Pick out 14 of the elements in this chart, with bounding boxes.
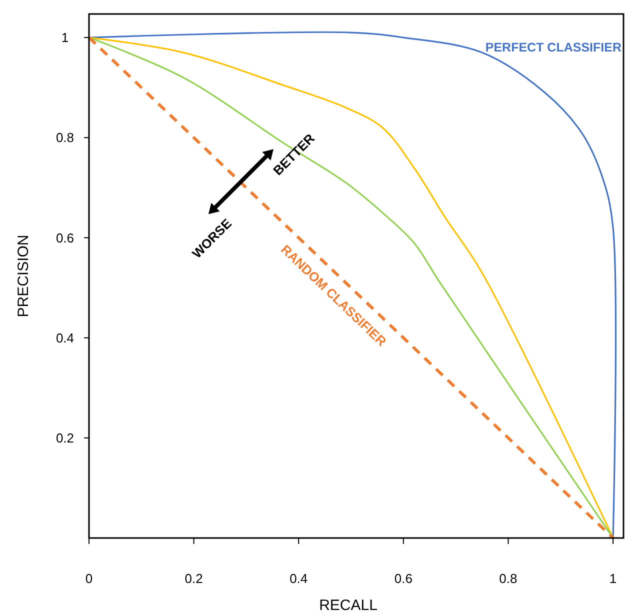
y-tick-label: 0.8 — [56, 130, 74, 146]
x-tick-label: 1 — [609, 571, 617, 586]
y-tick-label: 0.4 — [56, 330, 74, 346]
x-tick-label: 0.6 — [394, 571, 412, 586]
y-axis-title: PRECISION — [15, 234, 32, 318]
x-axis-title: RECALL — [319, 597, 378, 613]
series-label: PERFECT CLASSIFIER — [485, 40, 622, 55]
y-tick-label: 0.2 — [56, 430, 74, 446]
y-tick-label: 0.6 — [56, 230, 74, 246]
x-tick-label: 0.4 — [290, 571, 308, 586]
x-tick-label: 0.8 — [499, 571, 518, 586]
x-tick-label: 0 — [85, 571, 93, 586]
y-tick-label: 1 — [61, 30, 69, 46]
x-tick-label: 0.2 — [184, 571, 203, 586]
